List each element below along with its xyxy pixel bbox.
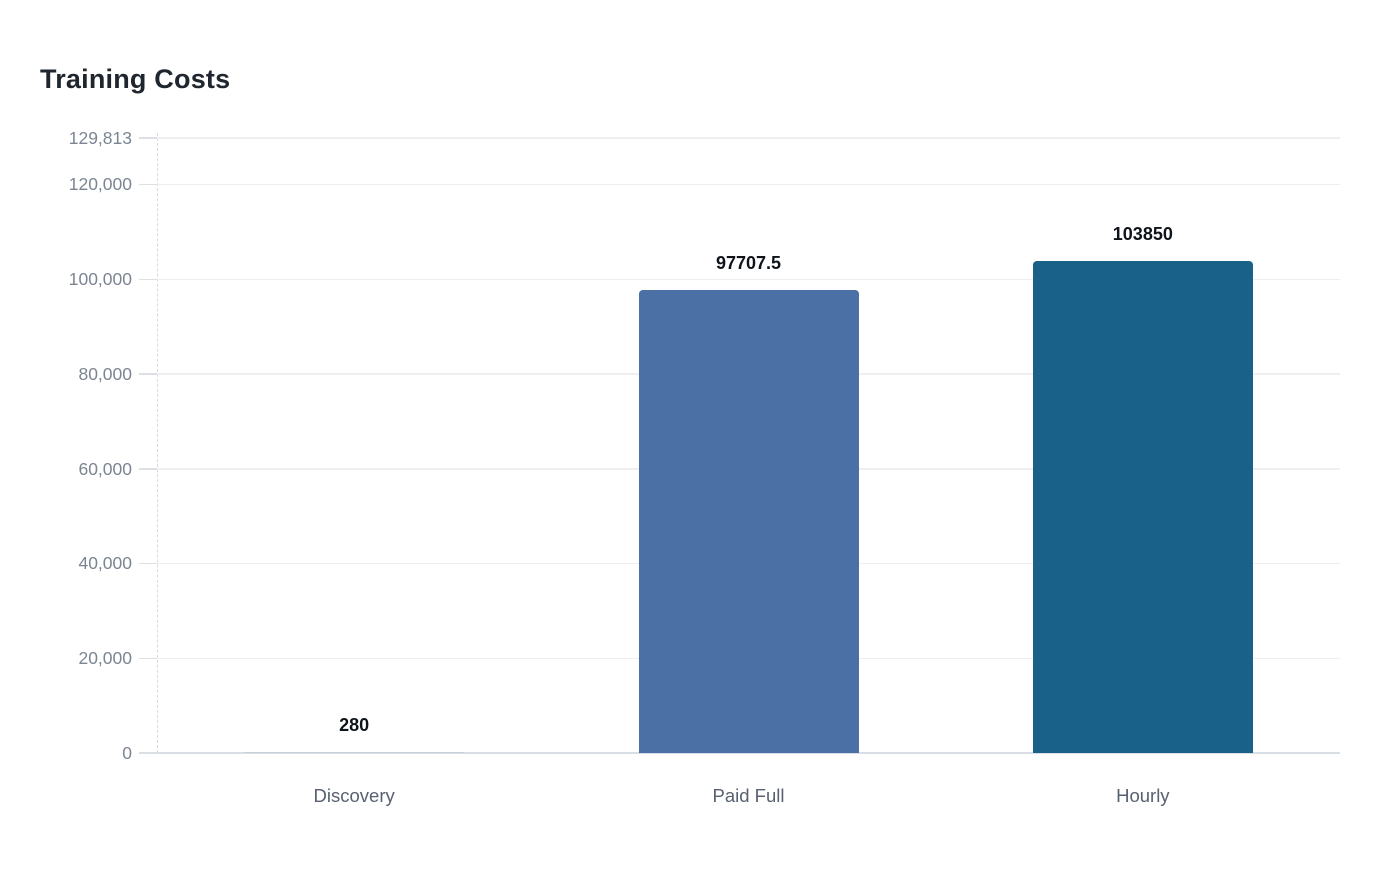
gridline: [157, 278, 1340, 280]
y-axis-tick-label: 60,000: [78, 458, 132, 479]
y-axis-tick-label: 40,000: [78, 553, 132, 574]
gridline: [157, 183, 1340, 186]
y-axis-tick-label: 120,000: [68, 174, 132, 195]
y-axis-line: [157, 133, 158, 753]
y-axis-tick-label: 80,000: [78, 363, 132, 384]
y-axis-tick: [139, 137, 157, 139]
bar-value-label: 103850: [1112, 224, 1173, 245]
bar-discovery: [244, 751, 465, 753]
y-axis-tick-label: 129,813: [68, 128, 132, 148]
y-axis-tick-label: 100,000: [68, 269, 132, 290]
bar-value-label: 280: [339, 714, 370, 735]
y-axis-tick-label: 0: [122, 743, 132, 763]
plot-area: 280 97707.5 103850: [139, 133, 1340, 754]
gridline: [157, 752, 1340, 754]
y-axis-tick: [139, 752, 157, 754]
bar-value-label: 97707.5: [715, 253, 782, 274]
y-axis-tick-label: 20,000: [78, 648, 132, 669]
y-axis-tick: [139, 183, 157, 186]
y-axis-tick: [139, 468, 157, 470]
y-axis-tick: [139, 278, 157, 280]
y-axis-tick: [139, 657, 157, 659]
bar-hourly: [1032, 261, 1253, 753]
chart-title: Training Costs: [40, 64, 231, 94]
x-category-label: Paid Full: [712, 785, 785, 806]
x-category-label: Hourly: [1116, 785, 1170, 806]
x-category-label: Discovery: [313, 785, 395, 806]
y-axis-tick: [139, 373, 157, 375]
y-axis-tick: [139, 562, 157, 565]
gridline: [157, 137, 1340, 139]
bar-paid-full: [638, 290, 859, 753]
